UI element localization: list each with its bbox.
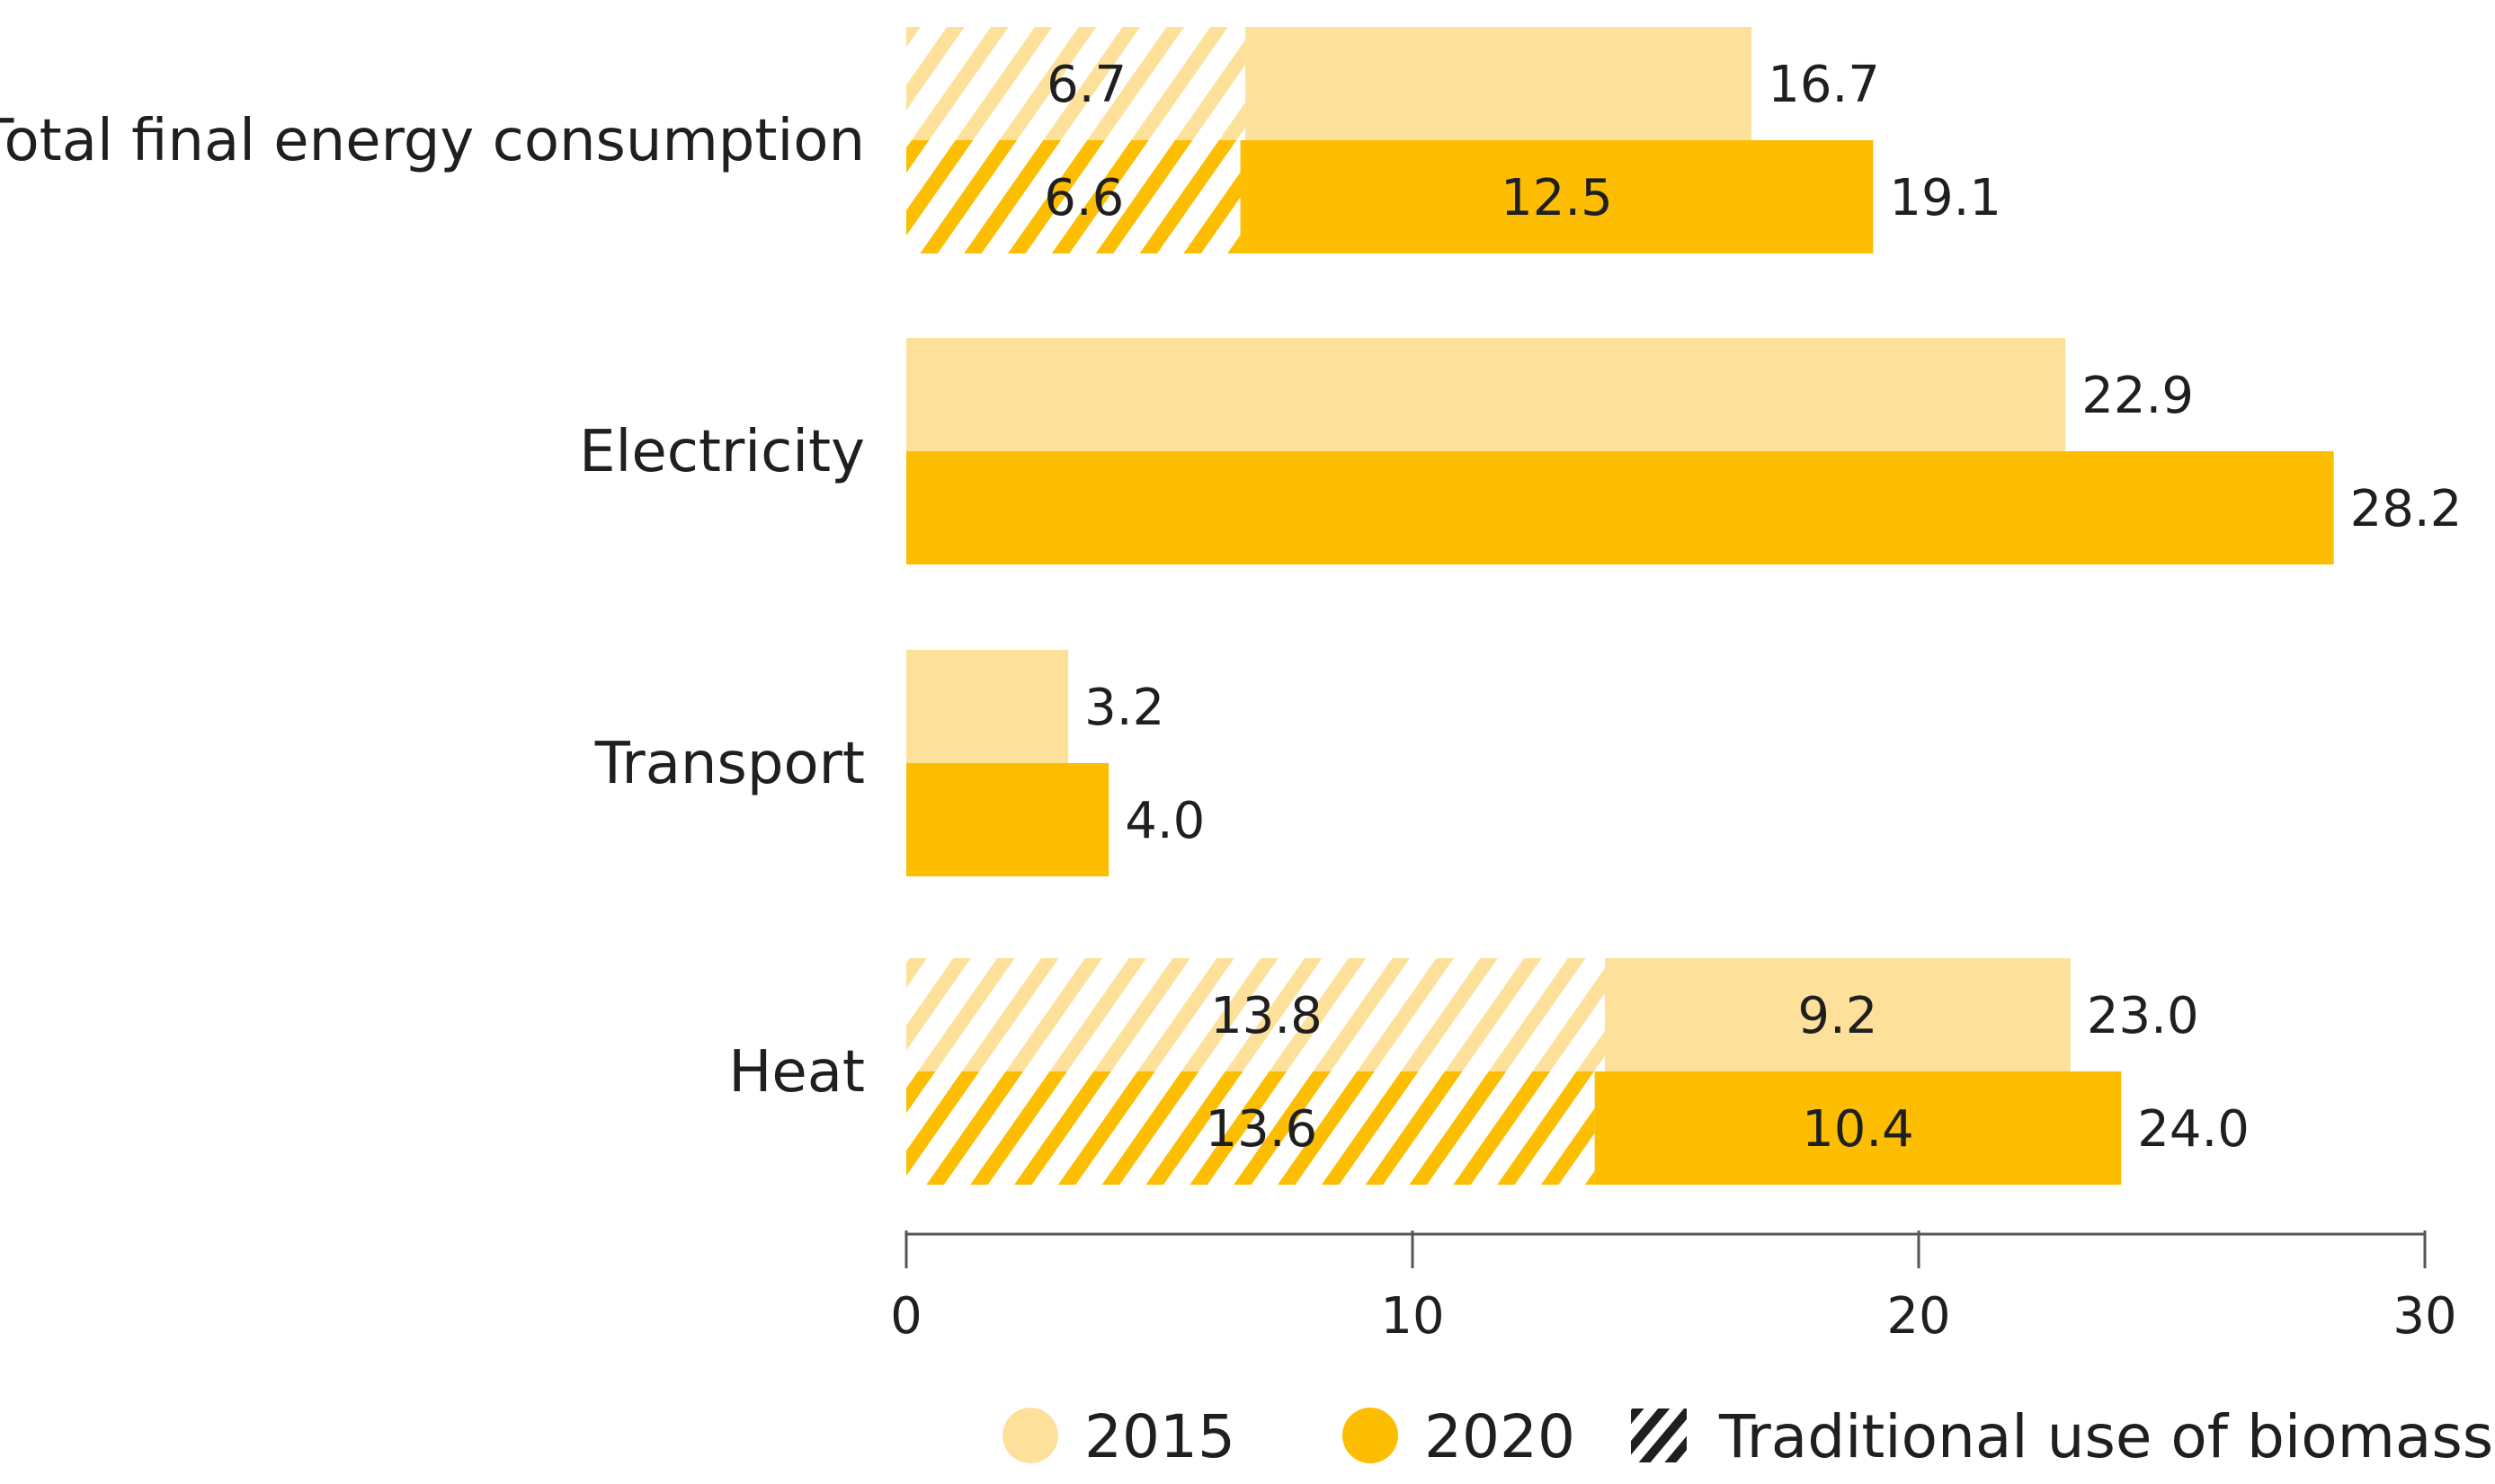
data-label: 12.5 xyxy=(1501,169,1613,227)
bar-traditional-biomass xyxy=(906,140,1241,253)
legend-label-traditional-biomass: Traditional use of biomass xyxy=(1718,1402,2493,1471)
bar-segment xyxy=(1240,140,1874,253)
data-label: 24.0 xyxy=(2137,1100,2250,1159)
legend-marker-2015 xyxy=(1002,1408,1058,1463)
x-tick-label: 20 xyxy=(1886,1287,1950,1346)
data-label: 6.6 xyxy=(1044,169,1124,227)
data-label: 19.1 xyxy=(1889,169,2001,227)
bar-segment xyxy=(906,763,1109,876)
category-label: Transport xyxy=(594,731,865,797)
data-label: 16.7 xyxy=(1768,56,1880,114)
data-label: 13.8 xyxy=(1210,987,1323,1045)
bar-segment xyxy=(906,451,2334,564)
data-label: 22.9 xyxy=(2081,367,2194,425)
bars xyxy=(906,27,2334,1185)
legend-marker-hatch xyxy=(1631,1408,1687,1462)
data-label: 28.2 xyxy=(2350,480,2463,538)
category-label: Electricity xyxy=(579,419,865,485)
bar-traditional-biomass xyxy=(906,958,1605,1071)
data-label: 4.0 xyxy=(1125,792,1205,850)
data-label: 9.2 xyxy=(1797,987,1877,1045)
bar-traditional-biomass xyxy=(906,27,1246,140)
category-label: Heat xyxy=(728,1039,865,1106)
legend-label-2015: 2015 xyxy=(1084,1402,1235,1471)
category-label: Total final energy consumption xyxy=(0,108,865,174)
data-label: 23.0 xyxy=(2087,987,2199,1045)
bar-segment xyxy=(1245,27,1752,140)
data-label: 10.4 xyxy=(1802,1100,1914,1159)
bar-segment xyxy=(1604,958,2071,1071)
bar-segment xyxy=(906,338,2066,451)
x-tick-label: 10 xyxy=(1380,1287,1444,1346)
legend: 2015 2020 Traditional use of biomass xyxy=(1002,1402,2493,1471)
x-axis: 0 10 20 30 xyxy=(890,1231,2457,1346)
data-label: 13.6 xyxy=(1205,1100,1317,1159)
x-tick-label: 30 xyxy=(2393,1287,2456,1346)
x-tick-label: 0 xyxy=(890,1287,922,1346)
value-labels: 6.7 16.7 22.9 3.2 13.8 9.2 23.0 6.6 12.5 19.1 28.2… xyxy=(1044,56,2462,1159)
legend-marker-2020 xyxy=(1342,1408,1398,1463)
data-label: 3.2 xyxy=(1084,679,1164,737)
category-labels: Total final energy consumption Electricit… xyxy=(0,108,865,1106)
data-label: 6.7 xyxy=(1047,56,1127,114)
bar-segment xyxy=(906,650,1069,763)
bar-traditional-biomass xyxy=(906,1071,1595,1185)
legend-label-2020: 2020 xyxy=(1424,1402,1575,1471)
bar-segment xyxy=(1594,1071,2122,1185)
